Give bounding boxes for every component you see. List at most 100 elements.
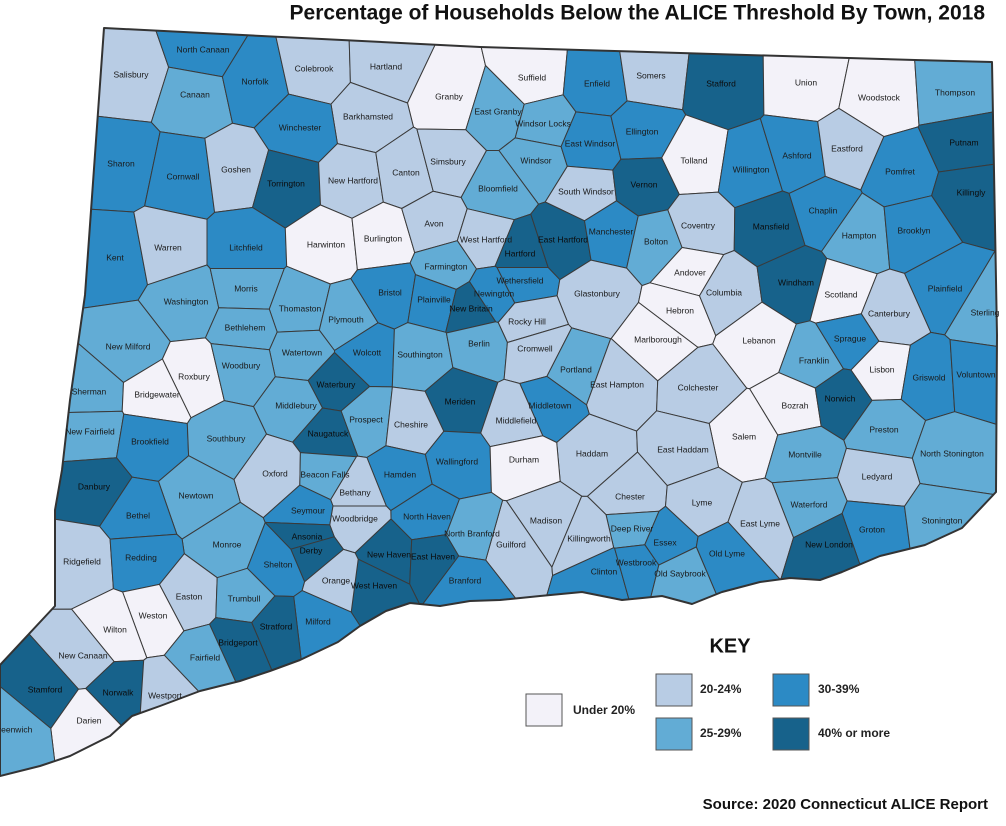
town-label: New Fairfield: [65, 426, 115, 436]
town-label: Westbrook: [616, 557, 657, 567]
town-label: Lebanon: [742, 335, 775, 345]
town-label: Norwalk: [103, 687, 134, 697]
town-label: Bethany: [339, 487, 371, 497]
town-label: Thomaston: [279, 303, 322, 313]
town-label: Salisbury: [114, 69, 150, 79]
town-label: Ridgefield: [63, 556, 101, 566]
town-label: North Haven: [403, 511, 451, 521]
key-label: 25-29%: [700, 726, 742, 740]
town-label: Stonington: [922, 515, 963, 525]
town-label: North Canaan: [177, 44, 230, 54]
town-label: East Hampton: [590, 379, 644, 389]
town-label: Morris: [234, 283, 258, 293]
town-label: Middlefield: [496, 415, 537, 425]
town-label: New Canaan: [58, 650, 107, 660]
town-label: Somers: [636, 70, 665, 80]
town-label: Canaan: [180, 89, 210, 99]
town-label: East Haven: [411, 551, 455, 561]
town-label: Washington: [164, 296, 209, 306]
town-label: Barkhamsted: [343, 111, 393, 121]
town-label: Woodbury: [222, 360, 261, 370]
town-label: Salem: [732, 431, 756, 441]
town-label: Prospect: [349, 414, 383, 424]
town-label: Ellington: [626, 126, 659, 136]
town-label: Seymour: [291, 505, 325, 515]
town-label: East Hartford: [538, 234, 588, 244]
key-label: Under 20%: [573, 703, 635, 717]
town-label: Redding: [125, 552, 157, 562]
town-label: Plymouth: [328, 314, 364, 324]
town-label: Plainville: [417, 294, 451, 304]
town-label: Haddam: [576, 448, 608, 458]
town-label: Sherman: [72, 386, 107, 396]
town-label: Warren: [154, 242, 182, 252]
town-label: Hampton: [842, 230, 877, 240]
town-label: Rocky Hill: [508, 316, 546, 326]
town-label: Stamford: [28, 684, 63, 694]
town-label: Sprague: [834, 333, 866, 343]
town-label: Simsbury: [430, 156, 466, 166]
town-label: Bethel: [126, 510, 150, 520]
town-label: Manchester: [589, 226, 634, 236]
town-label: Voluntown: [956, 369, 995, 379]
town-label: Watertown: [282, 347, 323, 357]
town-label: Ashford: [782, 150, 812, 160]
town-label: New Haven: [367, 549, 411, 559]
town-label: Fairfield: [190, 652, 221, 662]
town-label: Bristol: [378, 287, 402, 297]
town-label: Glastonbury: [574, 288, 621, 298]
town-label: Westport: [148, 690, 182, 700]
key-swatch: [525, 693, 563, 727]
town-label: Clinton: [591, 566, 618, 576]
town-label: Orange: [322, 575, 351, 585]
town-label: Goshen: [221, 164, 251, 174]
town-label: North Stonington: [920, 448, 984, 458]
town-label: Durham: [509, 454, 539, 464]
town-label: Newtown: [179, 490, 214, 500]
town-label: Southington: [397, 349, 443, 359]
town-label: Winchester: [279, 122, 322, 132]
town-label: Montville: [788, 449, 822, 459]
town-label: Coventry: [681, 220, 716, 230]
town-label: Hebron: [666, 305, 694, 315]
town-label: New London: [805, 539, 853, 549]
key-swatch: [772, 673, 810, 707]
town-label: Pomfret: [885, 166, 915, 176]
town-label: Chaplin: [809, 205, 838, 215]
key-label: 20-24%: [700, 682, 742, 696]
town-label: Trumbull: [228, 593, 261, 603]
town-label: Wallingford: [436, 456, 478, 466]
town-label: Brookfield: [131, 436, 169, 446]
town-label: Windsor: [520, 155, 551, 165]
town-label: Danbury: [78, 481, 111, 491]
town-label: Portland: [560, 364, 592, 374]
town-label: Enfield: [584, 78, 610, 88]
town-label: Willington: [733, 164, 770, 174]
town-label: Monroe: [213, 539, 242, 549]
town-label: Greenwich: [0, 724, 33, 734]
town-label: Hartford: [505, 248, 536, 258]
towns: [0, 27, 998, 777]
town-label: Branford: [449, 575, 482, 585]
town-label: Marlborough: [634, 334, 682, 344]
town-label: Andover: [674, 267, 706, 277]
town-label: Lisbon: [869, 364, 894, 374]
town-label: Old Lyme: [709, 548, 745, 558]
town-label: New Milford: [106, 341, 151, 351]
town-label: Killingworth: [567, 533, 611, 543]
town-label: Cheshire: [394, 419, 428, 429]
town-label: Ansonia: [292, 531, 323, 541]
town-label: Milford: [305, 616, 331, 626]
town-label: Guilford: [496, 539, 526, 549]
town-label: Meriden: [445, 396, 476, 406]
key-label: 30-39%: [818, 682, 860, 696]
town-label: Sharon: [107, 158, 135, 168]
town-label: New Britain: [449, 303, 493, 313]
town-label: Brooklyn: [897, 225, 930, 235]
map-title: Percentage of Households Below the ALICE…: [290, 2, 986, 25]
town-label: Sterling: [971, 307, 1000, 317]
town-label: Hartland: [370, 61, 402, 71]
key-swatch: [655, 673, 693, 707]
town-label: Essex: [653, 537, 677, 547]
